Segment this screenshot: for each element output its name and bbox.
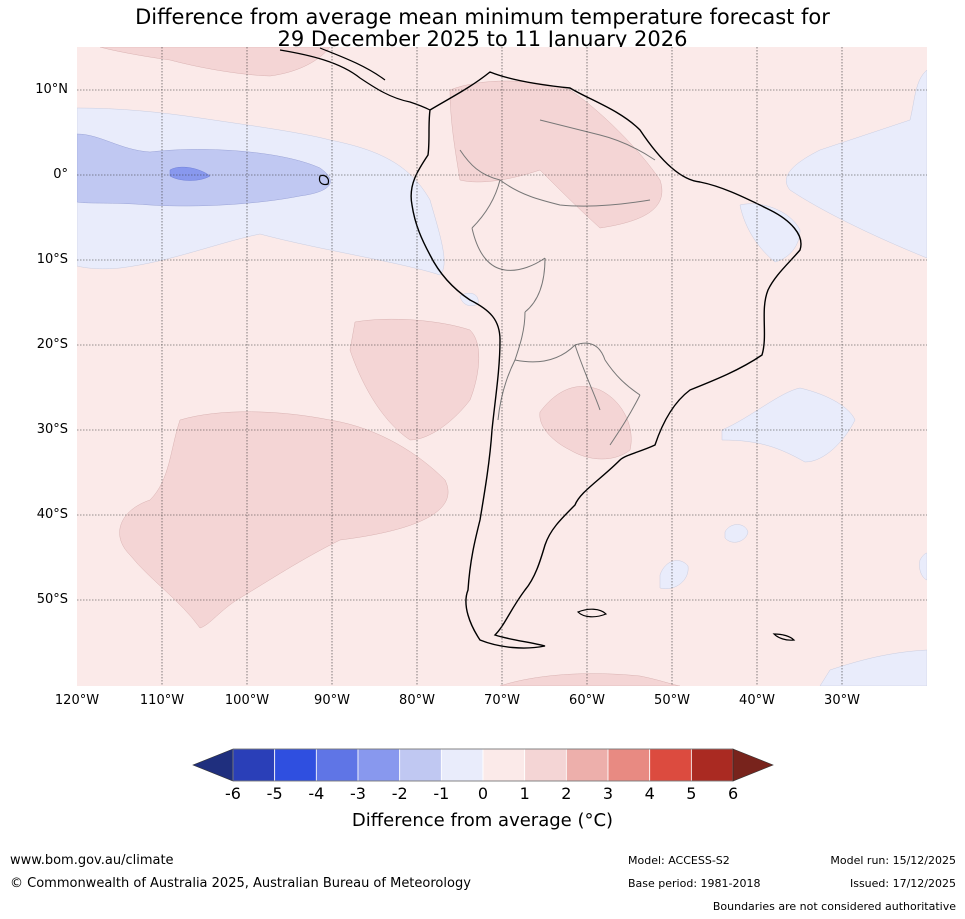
lat-label-10s: 10°S [36,252,68,267]
island-falklands [576,608,608,618]
warm-anomaly-region-east-pacific [349,318,480,441]
colorbar-tick-label: 2 [561,784,572,803]
colorbar-title: Difference from average (°C) [351,810,614,831]
footer-website[interactable]: www.bom.gov.au/climate [10,853,174,868]
chart-title-line2: 29 December 2025 to 11 January 2026 [277,27,688,51]
graticule [77,47,927,686]
colorbar-extend-high [732,748,774,782]
lat-label-30s: 30°S [36,422,68,437]
warm-anomaly-region-la-plata [539,386,632,460]
lon-label-60w: 60°W [569,693,605,708]
footer-base-period: Base period: 1981-2018 [628,877,761,890]
cool-anomaly-core-pacific [169,166,211,181]
cool-anomaly-region-atlantic-south [721,387,856,463]
footer-model: Model: ACCESS-S2 [628,854,730,867]
island-galapagos [318,174,330,186]
map-field [77,47,927,686]
colorbar-tick-label: 6 [727,784,739,803]
colorbar-swatch [565,748,609,782]
footer-issued: Issued: 17/12/2025 [849,877,956,890]
cool-anomaly-spot-4 [919,552,927,581]
footer-model-run: Model run: 15/12/2025 [830,854,956,867]
colorbar-tick-label: 3 [602,784,614,803]
colorbar-swatch [399,748,442,782]
lat-label-10n: 10°N [35,82,68,97]
footer-disclaimer: Boundaries are not considered authoritat… [712,900,956,913]
colorbar-tick-label: -2 [391,784,408,803]
warm-anomaly-region-south-atlantic [499,673,681,686]
colorbar-extend-low [192,748,234,782]
lon-label-30w: 30°W [824,693,860,708]
colorbar-swatch [315,748,359,782]
lat-label-50s: 50°S [36,592,68,607]
colorbar-swatch [357,748,401,782]
colorbar [192,748,774,782]
colorbar-tick-label: -1 [433,784,450,803]
warm-anomaly-region-south-pacific [119,411,449,629]
cool-anomaly-spot-2 [659,560,689,590]
chart-title-line1: Difference from average mean minimum tem… [135,5,830,29]
colorbar-swatch [274,748,317,782]
lon-label-50w: 50°W [654,693,690,708]
colorbar-tick-label: 4 [644,784,655,803]
colorbar-swatch [482,748,526,782]
colorbar-swatch [440,748,484,782]
lon-label-40w: 40°W [739,693,775,708]
lon-label-70w: 70°W [484,693,520,708]
cool-anomaly-region-atlantic-north [786,69,927,259]
colorbar-swatch [232,748,276,782]
colorbar-tick-label: -3 [350,784,366,803]
lat-label-0: 0° [53,167,68,182]
colorbar-tick-label: 1 [519,784,530,803]
cool-anomaly-spot-1 [724,524,749,543]
footer-copyright: © Commonwealth of Australia 2025, Austra… [10,876,471,891]
colorbar-outline [232,748,734,782]
island-south-georgia [772,633,796,641]
colorbar-tick-label: 0 [477,784,489,803]
lat-label-20s: 20°S [36,337,68,352]
cool-anomaly-region-southeast [819,649,927,686]
colorbar-tick-label: -5 [266,784,283,803]
country-borders [459,119,656,446]
colorbar-swatch [524,748,567,782]
warm-anomaly-region-north-pacific [99,47,331,77]
lon-label-120w: 120°W [54,693,100,708]
colorbar-swatch [607,748,651,782]
colorbar-swatch [649,748,692,782]
warm-anomaly-region-venezuela [449,80,663,229]
coastline-central-america [279,47,431,111]
lon-label-90w: 90°W [314,693,350,708]
colorbar-swatch [690,748,734,782]
colorbar-tick-label: -6 [225,784,241,803]
lon-label-110w: 110°W [139,693,185,708]
colorbar-tick-label: 5 [686,784,697,803]
cool-anomaly-region-pacific-inner [77,133,331,207]
continent-outline-south-america [410,71,802,649]
lon-label-100w: 100°W [224,693,270,708]
colorbar-tick-label: -4 [308,784,325,803]
lon-label-80w: 80°W [399,693,435,708]
lat-label-40s: 40°S [36,507,68,522]
